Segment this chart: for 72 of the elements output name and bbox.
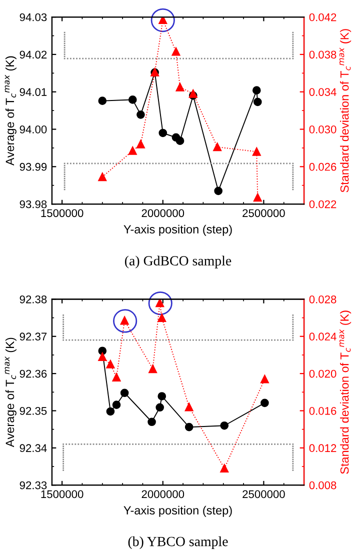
point [128, 96, 137, 104]
point [252, 86, 261, 95]
y2-tick-label: 0.026 [309, 162, 336, 171]
point [106, 360, 115, 368]
y-tick-label: 92.34 [20, 444, 47, 452]
point [156, 403, 164, 412]
x-tick-label: 2000000 [142, 209, 184, 218]
y-tick-label: 94.01 [20, 88, 47, 96]
point [158, 314, 166, 322]
y2-axis-title: Standard deviation of T$_{c}$$^{max}$ (K) [339, 310, 352, 474]
y2-tick-label: 0.016 [309, 407, 336, 415]
point [106, 407, 115, 416]
text: (a) GdBCO sample [124, 256, 232, 268]
point [120, 388, 129, 398]
y-tick-label: 93.99 [20, 162, 47, 171]
point [128, 146, 137, 155]
point [253, 98, 262, 106]
point [98, 346, 107, 356]
point [158, 128, 168, 138]
point [98, 172, 107, 182]
y2-tick-label: 0.030 [309, 126, 336, 134]
point [184, 402, 194, 412]
x-tick-label: 2500000 [242, 490, 285, 498]
point [260, 374, 269, 384]
x-tick-label: 1500000 [41, 490, 84, 498]
point [172, 47, 180, 56]
x-axis-title: Y-axis position (step) [124, 224, 232, 236]
y2-tick-label: 0.022 [309, 200, 336, 208]
point [98, 352, 107, 361]
y-tick-label: 93.98 [20, 200, 47, 208]
point [176, 83, 184, 92]
point [260, 398, 269, 408]
y-axis-title: Average of T$_{c}$$^{max}$ (K) [4, 338, 16, 448]
y2-tick-label: 0.038 [309, 50, 336, 59]
point [136, 110, 145, 119]
point [136, 140, 145, 148]
y2-axis-title: Standard deviation of T$_{c}$$^{max}$ (K) [339, 29, 352, 192]
point [148, 418, 156, 426]
x-axis-title: Y-axis position (step) [124, 506, 232, 517]
y-axis-title: Average of T$_{c}$$^{max}$ (K) [4, 56, 16, 166]
y-tick-label: 94.03 [20, 13, 47, 22]
y-tick-label: 92.36 [20, 370, 47, 378]
x-tick-label: 2500000 [242, 209, 285, 218]
y2-tick-label: 0.008 [309, 481, 336, 490]
y2-tick-label: 0.024 [309, 332, 336, 341]
x-tick-label: 1500000 [41, 209, 84, 218]
point [252, 148, 261, 156]
y-tick-label: 94.02 [20, 50, 47, 59]
point [112, 400, 121, 409]
y2-tick-label: 0.034 [309, 88, 336, 96]
point [98, 96, 107, 105]
point [184, 422, 194, 432]
x-tick-label: 2000000 [142, 490, 184, 498]
point [214, 186, 222, 196]
point [158, 392, 166, 400]
point [176, 136, 184, 146]
point [253, 193, 262, 202]
y-tick-label: 92.33 [20, 481, 47, 490]
y-tick-label: 92.37 [20, 332, 47, 341]
y2-tick-label: 0.012 [309, 444, 336, 452]
y2-tick-label: 0.020 [309, 370, 336, 378]
y2-tick-label: 0.028 [309, 295, 336, 304]
text: (b) YBCO sample [128, 536, 228, 550]
point [148, 364, 157, 374]
y2-tick-label: 0.042 [309, 13, 336, 22]
y-tick-label: 92.38 [20, 295, 47, 304]
point [112, 373, 121, 382]
point [220, 421, 229, 430]
point [220, 464, 229, 473]
y-tick-label: 94.00 [20, 126, 47, 134]
y-tick-label: 92.35 [20, 407, 47, 415]
point [213, 142, 222, 152]
